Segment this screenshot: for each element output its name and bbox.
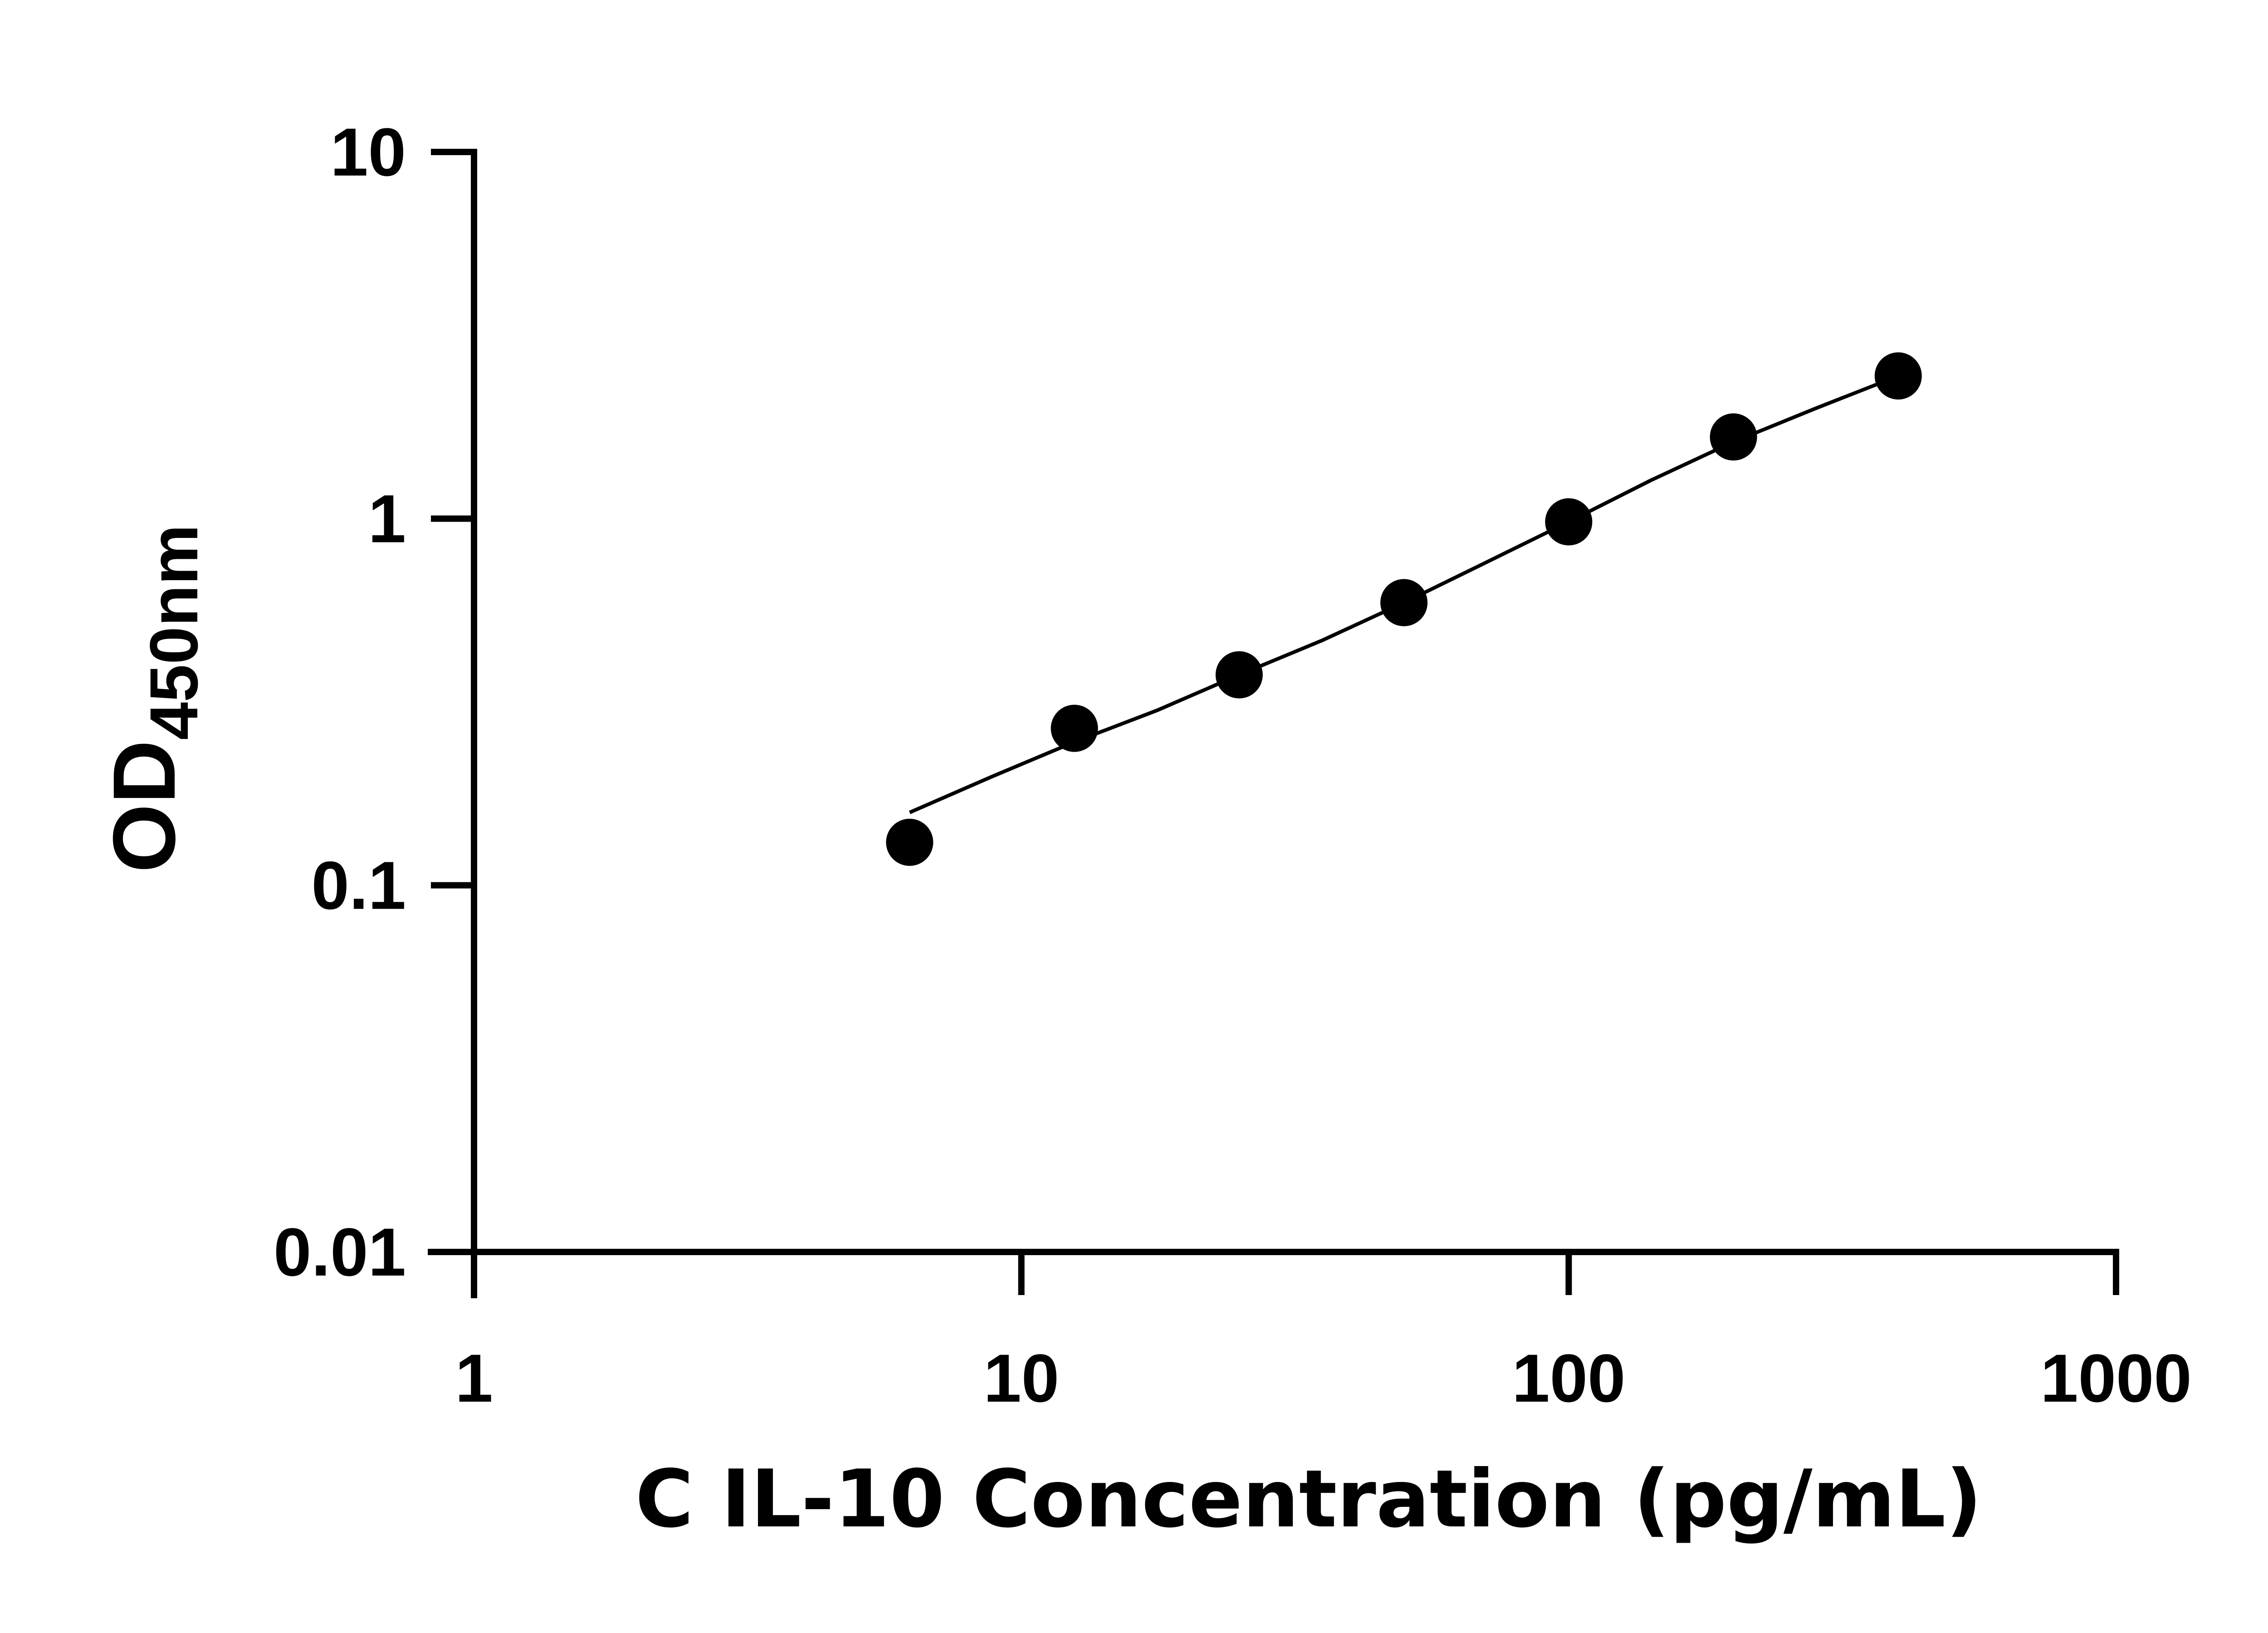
y-axis-title-subscript: 450nm [136, 524, 212, 740]
data-point [1215, 651, 1263, 699]
x-tick-label: 100 [1512, 1340, 1625, 1416]
y-tick-label: 1 [368, 480, 406, 557]
data-points [886, 352, 1922, 866]
data-point [1874, 352, 1922, 400]
x-ticks: 1 10 100 1000 [455, 1252, 2192, 1416]
data-point [1545, 498, 1593, 546]
x-axis-title: C IL-10 Concentration (pg/mL) [635, 1453, 1982, 1545]
y-tick-label: 0.01 [274, 1214, 406, 1290]
y-ticks: 0.01 0.1 1 10 [274, 114, 474, 1290]
x-tick-label: 1000 [2040, 1340, 2192, 1416]
axes [428, 149, 2119, 1298]
y-axis-title: OD450nm [95, 524, 212, 873]
x-tick-label: 1 [455, 1340, 493, 1416]
data-point [1380, 579, 1428, 626]
data-point [1710, 413, 1757, 461]
data-point [1051, 704, 1098, 752]
y-tick-label: 10 [330, 114, 406, 190]
x-tick-label: 10 [983, 1340, 1059, 1416]
data-point [886, 818, 934, 866]
y-axis-title-main: OD [95, 740, 194, 873]
y-tick-label: 0.1 [311, 847, 406, 924]
